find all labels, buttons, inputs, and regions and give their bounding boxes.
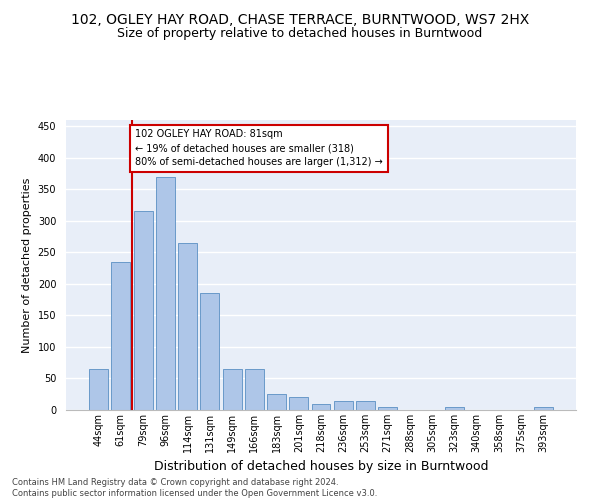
Text: Size of property relative to detached houses in Burntwood: Size of property relative to detached ho… — [118, 28, 482, 40]
Bar — [178, 243, 197, 410]
X-axis label: Distribution of detached houses by size in Burntwood: Distribution of detached houses by size … — [154, 460, 488, 473]
Bar — [134, 212, 152, 410]
Bar — [223, 369, 242, 410]
Bar — [267, 394, 286, 410]
Bar — [378, 407, 397, 410]
Bar — [112, 262, 130, 410]
Bar — [334, 400, 353, 410]
Bar — [445, 407, 464, 410]
Bar — [311, 404, 331, 410]
Text: 102 OGLEY HAY ROAD: 81sqm
← 19% of detached houses are smaller (318)
80% of semi: 102 OGLEY HAY ROAD: 81sqm ← 19% of detac… — [136, 130, 383, 168]
Bar — [89, 369, 108, 410]
Bar — [356, 400, 375, 410]
Bar — [245, 369, 264, 410]
Text: 102, OGLEY HAY ROAD, CHASE TERRACE, BURNTWOOD, WS7 2HX: 102, OGLEY HAY ROAD, CHASE TERRACE, BURN… — [71, 12, 529, 26]
Bar — [534, 407, 553, 410]
Bar — [200, 294, 219, 410]
Y-axis label: Number of detached properties: Number of detached properties — [22, 178, 32, 352]
Text: Contains HM Land Registry data © Crown copyright and database right 2024.
Contai: Contains HM Land Registry data © Crown c… — [12, 478, 377, 498]
Bar — [156, 176, 175, 410]
Bar — [289, 398, 308, 410]
